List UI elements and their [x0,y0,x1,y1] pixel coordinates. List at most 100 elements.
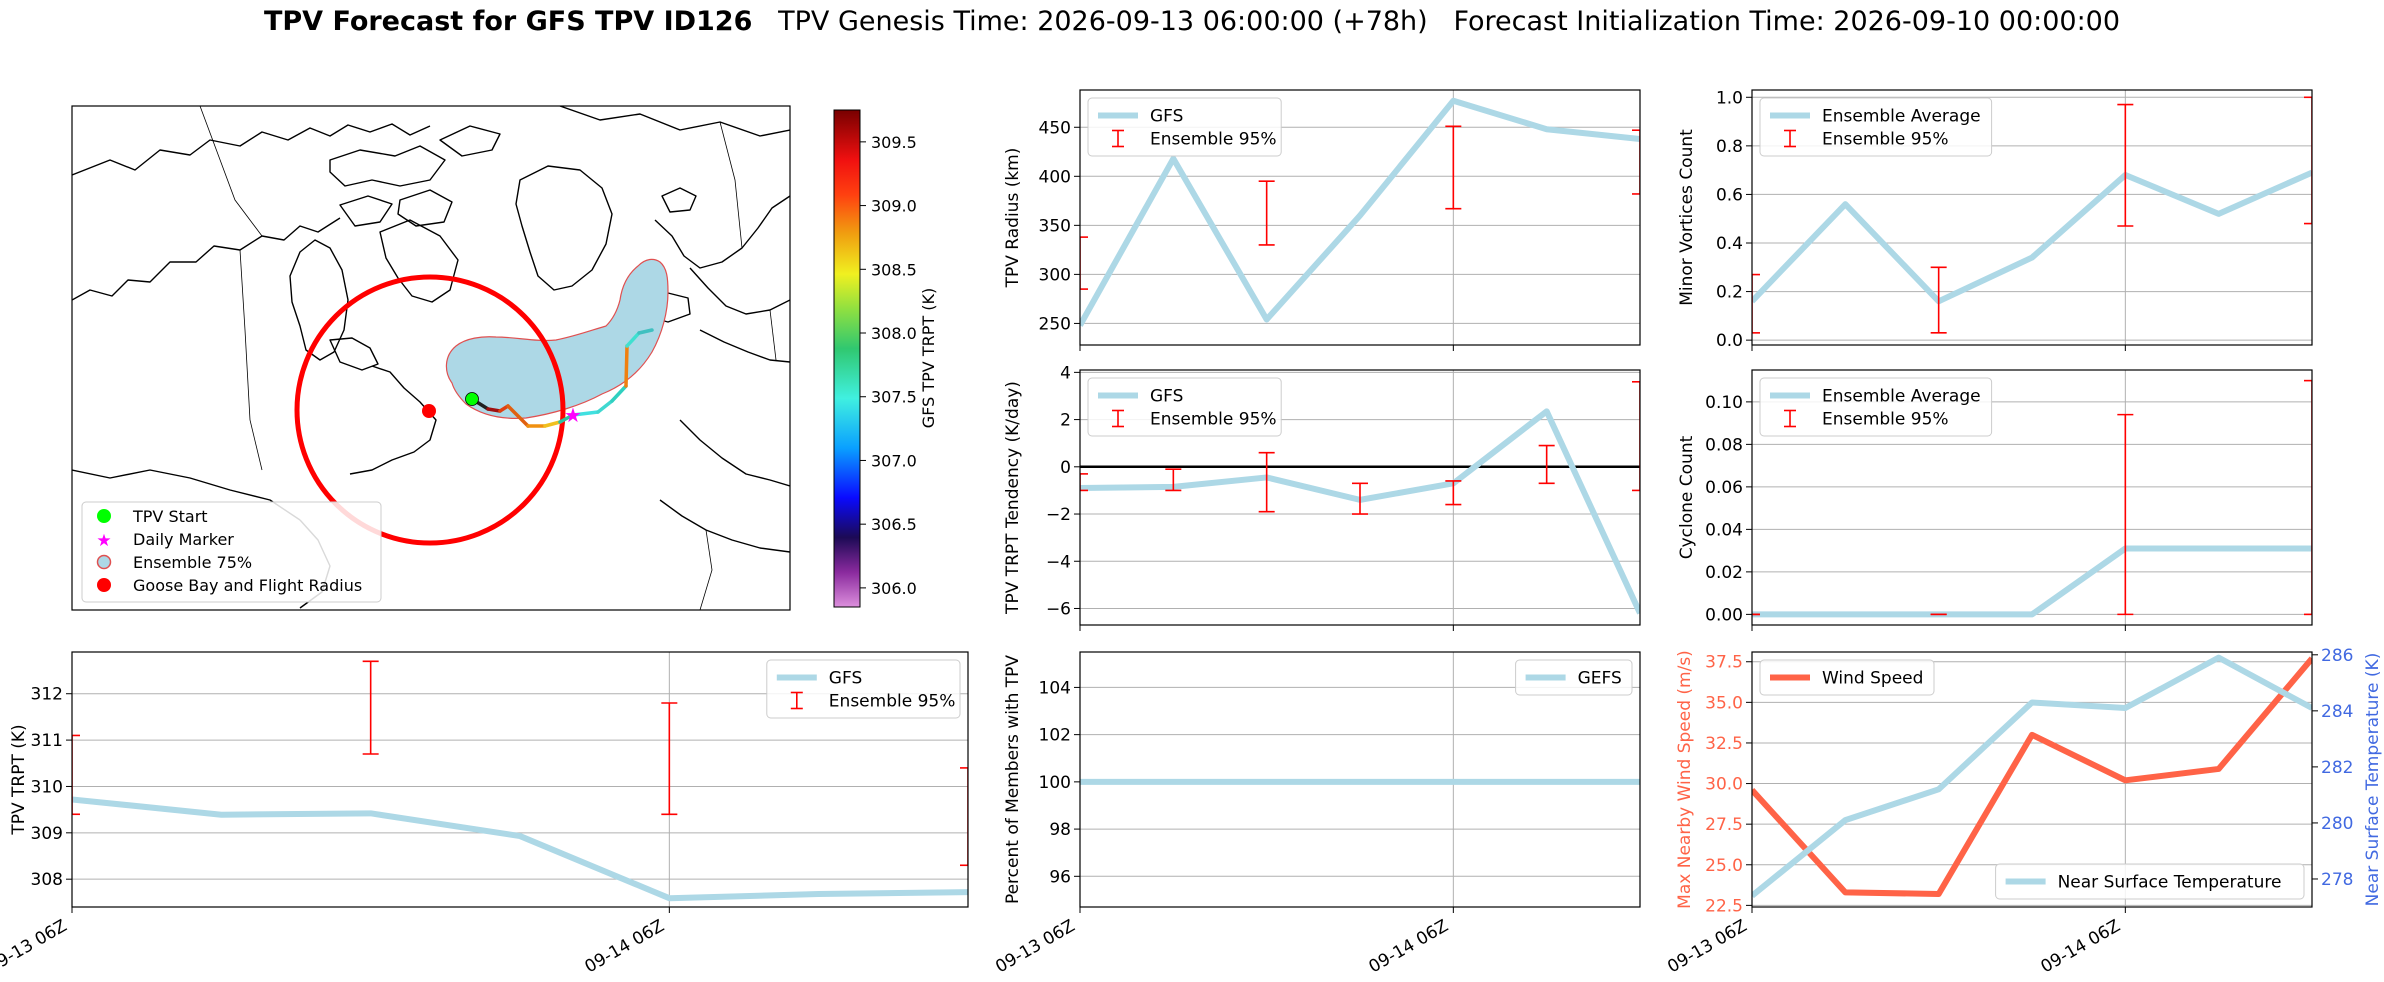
daily-marker: ★ [564,403,582,427]
y-tick-label: 2 [1060,411,1071,431]
y-tick-label: 102 [1039,726,1071,746]
y-tick-label: 350 [1039,216,1071,236]
legend-label: Ensemble Average [1822,387,1981,407]
y-axis-label: Cyclone Count [1677,435,1697,559]
legend-box [1515,659,1633,696]
y-right-axis-label: Near Surface Temperature (K) [2363,653,2383,907]
plot-data [72,660,968,902]
cyclone-panel: 0.00 0.02 0.04 0.06 0.08 0.10 Cyclone Count Ens… [1677,369,2313,631]
y-tick-label: 30.0 [1705,775,1743,795]
colorbar: 306.0 306.5 307.0 307.5 308.0 308.5 309.0 309.5… [833,109,938,608]
colorbar-tick-label: 308.0 [871,324,917,343]
legend-label: Ensemble 95% [1822,130,1949,150]
legend-label: Near Surface Temperature [2058,873,2282,893]
legend-box [1759,97,1993,157]
y-tick-label: 0 [1060,458,1071,478]
y-tick-label: 98 [1049,820,1071,840]
y-tick-label: −4 [1046,552,1071,572]
y-tick-label: 0.6 [1716,185,1743,205]
map-legend: TPV Start ★ Daily Marker Ensemble 75% Go… [81,501,382,603]
y-tick-label: 310 [31,777,63,797]
y-tick-label: 309 [31,824,63,844]
x-tick-label: 09-14 06Z [582,916,668,977]
ensemble-75-region [445,258,669,419]
legend-daily-marker-icon: ★ [96,531,111,551]
plot-frame [71,651,969,908]
tendency-panel: −6 −4 −2 0 2 4 TPV TRPT Tendency (K/day) GFS Ens… [1003,363,1641,631]
colorbar-ticks: 306.0 306.5 307.0 307.5 308.0 308.5 309.0 309.5 [860,133,917,598]
legend: GFS Ensemble 95% [1087,377,1282,437]
legend-label: GEFS [1578,669,1622,689]
y-tick-label: −2 [1046,505,1071,525]
radius-panel: 250 300 350 400 450 TPV Radius (km) GFS Ensembl… [1003,89,1641,351]
map-legend-item: Daily Marker [133,530,234,549]
legend-label: Ensemble Average [1822,107,1981,127]
goose-bay-marker [422,404,436,418]
legend-label: GFS [1150,387,1183,407]
plot-frame [1751,89,2313,346]
series-line [1080,97,1640,327]
flight-radius-circle [294,274,566,546]
map-panel: ★ TPV Start ★ Daily Marker Ensemble 75% … [71,105,938,611]
y-tick-label: 22.5 [1705,896,1743,916]
legend-label: GFS [829,669,862,689]
legend-label: Ensemble 95% [1822,410,1949,430]
plot-frame [1751,651,2313,908]
y-tick-label: 308 [31,870,63,890]
x-tick-label: 09-13 06Z [1664,916,1750,977]
x-tick-label: 09-14 06Z [1366,916,1452,977]
legend: Wind Speed [1759,659,1935,696]
colorbar-label: GFS TPV TRPT (K) [919,288,938,428]
series-line [1752,654,2312,899]
y-tick-label: 96 [1049,867,1071,887]
y-axis-label: Minor Vortices Count [1677,129,1697,306]
colorbar-tick-label: 309.5 [871,133,917,152]
colorbar-tick-label: 306.0 [871,579,917,598]
wind-temperature-panel: 22.5 25.0 27.5 30.0 32.5 35.0 37.5 09-13 06Z 09-… [1664,646,2383,978]
figure-title-main: TPV Forecast for GFS TPV ID126 [263,6,753,37]
y-tick-label: 0.8 [1716,137,1743,157]
colorbar-tick-label: 306.5 [871,515,917,534]
legend: GEFS [1515,659,1633,696]
plot-frame [1079,89,1641,346]
plot-data [1752,654,2312,899]
plot-frame [1079,651,1641,908]
y-tick-label: 450 [1039,118,1071,138]
legend-tpv-start-icon [97,509,111,523]
x-tick-label: 09-13 06Z [0,916,71,977]
legend: Near Surface Temperature [1995,863,2305,900]
plot-data [1752,96,2312,334]
y-tick-label: −6 [1046,599,1071,619]
y-tick-label: 0.00 [1705,605,1743,625]
series-line [1752,545,2312,618]
series-line [1752,169,2312,305]
map-legend-item: Ensemble 75% [133,553,252,572]
y-right-tick-label: 286 [2321,646,2353,666]
y-tick-label: 312 [31,685,63,705]
plot-data [1080,381,1640,615]
y-axis-label: TPV Radius (km) [1003,148,1023,289]
y-tick-label: 4 [1060,363,1071,383]
legend-ensemble-icon [96,554,112,570]
y-tick-label: 37.5 [1705,653,1743,673]
legend-box [1995,863,2305,900]
y-tick-label: 250 [1039,314,1071,334]
legend-label: Wind Speed [1822,669,1923,689]
y-tick-label: 27.5 [1705,815,1743,835]
y-tick-label: 32.5 [1705,734,1743,754]
map-legend-item: TPV Start [132,507,208,526]
y-tick-label: 300 [1039,265,1071,285]
legend-goose-bay-icon [97,578,111,592]
y-tick-label: 100 [1039,773,1071,793]
y-right-tick-label: 280 [2321,814,2353,834]
y-right-tick-label: 284 [2321,702,2353,722]
y-tick-label: 400 [1039,167,1071,187]
y-tick-label: 0.04 [1705,520,1743,540]
y-tick-label: 0.4 [1716,234,1743,254]
colorbar-tick-label: 307.5 [871,388,917,407]
legend: GFS Ensemble 95% [1087,97,1282,157]
y-axis-label: Max Nearby Wind Speed (m/s) [1675,650,1695,909]
map-legend-item: Goose Bay and Flight Radius [133,576,362,595]
legend-label: Ensemble 95% [1150,130,1277,150]
